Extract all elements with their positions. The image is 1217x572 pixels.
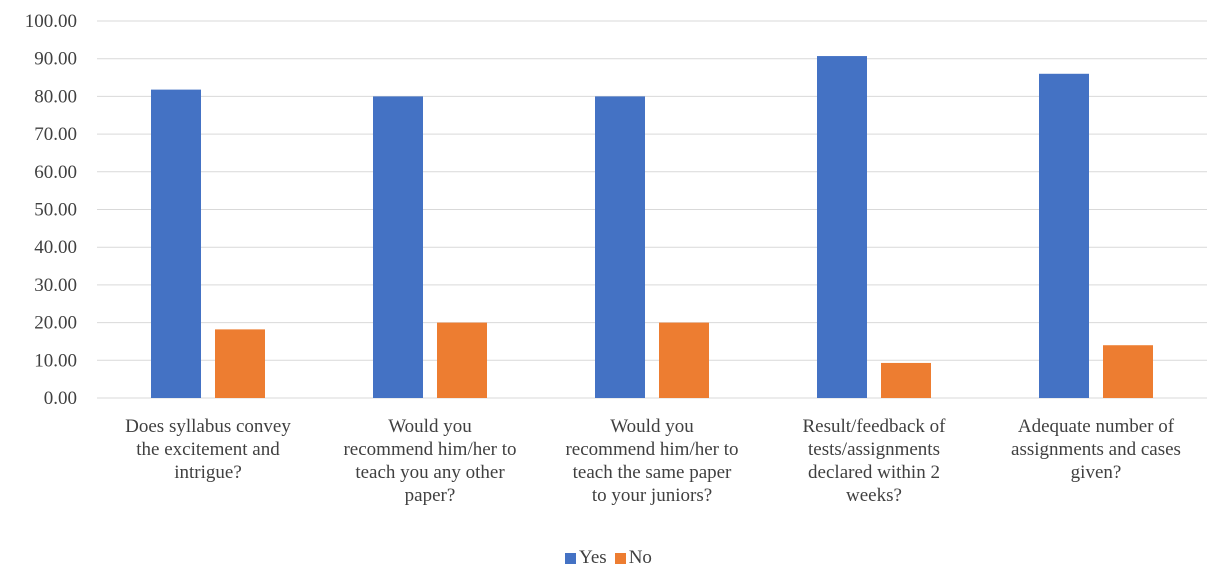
x-category-label: Would you recommend him/her to teach you a…	[343, 416, 516, 506]
y-tick-label: 80.00	[34, 86, 77, 107]
legend-swatch-yes	[565, 552, 577, 564]
bar-no	[659, 322, 709, 398]
y-tick-label: 20.00	[34, 313, 77, 334]
x-category-label-line: Result/feedback of	[803, 416, 947, 437]
legend-label-yes: Yes	[579, 547, 607, 568]
x-category-label-line: assignments and cases	[1011, 439, 1181, 460]
x-category-label: Adequate number of assignments and cases g…	[1011, 416, 1181, 483]
x-category-label-line: weeks?	[846, 485, 902, 506]
bar-no	[215, 329, 265, 398]
bar-no	[1103, 345, 1153, 398]
bar-no	[881, 362, 931, 398]
bar-yes	[151, 89, 201, 398]
bar-yes	[373, 96, 423, 399]
x-category-label-line: tests/assignments	[808, 439, 940, 460]
bars	[151, 56, 1153, 399]
legend: Yes No	[0, 547, 1217, 569]
x-category-label-line: Would you	[388, 416, 472, 437]
bar-yes	[817, 56, 867, 398]
gridlines	[97, 20, 1207, 399]
x-category-label-line: the excitement and	[136, 439, 280, 460]
y-tick-label: 30.00	[34, 275, 77, 296]
x-axis-labels: Does syllabus convey the excitement and in…	[125, 416, 1181, 506]
x-category-label-line: Does syllabus convey	[125, 416, 291, 437]
legend-swatch-no	[614, 552, 626, 564]
y-tick-label: 40.00	[34, 237, 77, 258]
x-category-label-line: recommend him/her to	[343, 439, 516, 460]
y-axis-ticks: 0.00 10.00 20.00 30.00 40.00 50.00 60.00 70.00 8…	[25, 11, 77, 409]
x-category-label: Would you recommend him/her to teach the s…	[565, 416, 738, 506]
x-category-label-line: teach you any other	[355, 462, 505, 483]
bar-no	[437, 322, 487, 398]
y-tick-label: 90.00	[34, 49, 77, 70]
x-category-label-line: teach the same paper	[573, 462, 732, 483]
legend-item-no: No	[614, 547, 652, 569]
x-category-label-line: Adequate number of	[1018, 416, 1175, 437]
x-category-label: Does syllabus convey the excitement and in…	[125, 416, 291, 483]
y-tick-label: 50.00	[34, 200, 77, 221]
y-tick-label: 10.00	[34, 350, 77, 371]
y-tick-label: 100.00	[25, 11, 77, 32]
x-category-label: Result/feedback of tests/assignments decla…	[803, 416, 947, 506]
y-tick-label: 0.00	[44, 388, 77, 409]
x-category-label-line: to your juniors?	[592, 485, 712, 506]
x-category-label-line: Would you	[610, 416, 694, 437]
bar-yes	[595, 96, 645, 399]
bar-chart: 0.00 10.00 20.00 30.00 40.00 50.00 60.00 70.00 8…	[25, 11, 1207, 506]
legend-item-yes: Yes	[565, 547, 607, 569]
y-tick-label: 70.00	[34, 124, 77, 145]
x-category-label-line: paper?	[405, 485, 456, 506]
x-category-label-line: declared within 2	[808, 462, 940, 483]
x-category-label-line: recommend him/her to	[565, 439, 738, 460]
y-tick-label: 60.00	[34, 162, 77, 183]
legend-label-no: No	[628, 547, 652, 568]
x-category-label-line: given?	[1071, 462, 1122, 483]
x-category-label-line: intrigue?	[174, 462, 242, 483]
bar-yes	[1039, 73, 1089, 398]
